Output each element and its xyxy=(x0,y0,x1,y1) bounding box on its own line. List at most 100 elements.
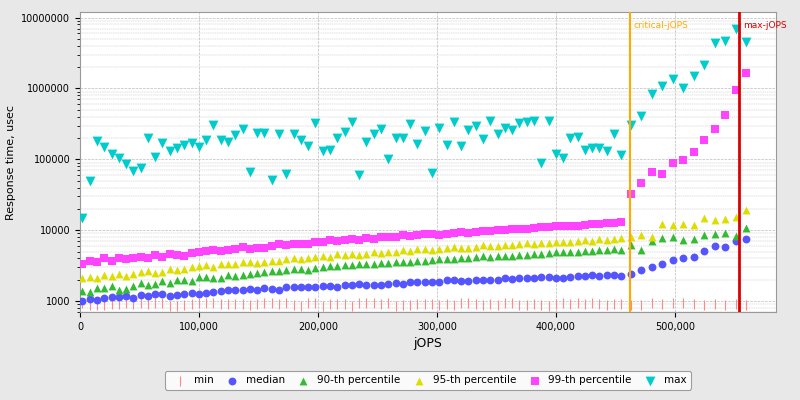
95-th percentile xyxy=(433,246,446,252)
99-th percentile xyxy=(360,235,373,242)
median xyxy=(222,287,234,294)
99-th percentile xyxy=(105,258,118,264)
90-th percentile xyxy=(635,247,648,253)
95-th percentile xyxy=(273,258,286,264)
90-th percentile xyxy=(266,267,278,274)
X-axis label: jOPS: jOPS xyxy=(414,337,442,350)
99-th percentile xyxy=(134,254,147,260)
90-th percentile xyxy=(338,262,351,268)
99-th percentile xyxy=(374,234,387,240)
90-th percentile xyxy=(287,266,300,272)
95-th percentile xyxy=(229,260,242,267)
median xyxy=(719,244,732,250)
99-th percentile xyxy=(389,234,402,240)
90-th percentile xyxy=(389,258,402,265)
90-th percentile xyxy=(698,232,710,238)
min xyxy=(207,300,220,306)
min xyxy=(484,301,497,308)
99-th percentile xyxy=(214,248,227,254)
min xyxy=(719,302,732,308)
99-th percentile xyxy=(250,245,263,252)
90-th percentile xyxy=(127,283,140,290)
min xyxy=(513,302,526,308)
Text: critical-jOPS: critical-jOPS xyxy=(634,21,688,30)
min xyxy=(404,302,417,308)
max xyxy=(586,145,598,152)
min xyxy=(454,300,467,306)
95-th percentile xyxy=(586,237,598,244)
median xyxy=(200,290,213,296)
90-th percentile xyxy=(331,263,344,270)
max xyxy=(571,134,584,140)
max xyxy=(236,125,249,132)
95-th percentile xyxy=(309,254,322,260)
min xyxy=(389,302,402,309)
99-th percentile xyxy=(331,238,344,244)
median xyxy=(433,279,446,286)
95-th percentile xyxy=(440,245,453,251)
99-th percentile xyxy=(149,252,162,258)
max xyxy=(397,135,410,141)
Text: max-jOPS: max-jOPS xyxy=(742,21,786,30)
99-th percentile xyxy=(740,69,753,76)
90-th percentile xyxy=(353,261,366,268)
95-th percentile xyxy=(615,235,628,242)
90-th percentile xyxy=(273,268,286,274)
max xyxy=(214,136,227,143)
95-th percentile xyxy=(418,246,431,252)
max xyxy=(200,137,213,143)
99-th percentile xyxy=(656,171,669,177)
90-th percentile xyxy=(156,278,169,284)
99-th percentile xyxy=(677,157,690,163)
median xyxy=(367,282,380,288)
min xyxy=(134,300,147,307)
max xyxy=(615,152,628,158)
90-th percentile xyxy=(433,256,446,262)
90-th percentile xyxy=(550,249,562,255)
90-th percentile xyxy=(404,258,417,265)
min xyxy=(477,302,490,309)
95-th percentile xyxy=(730,214,742,220)
99-th percentile xyxy=(112,255,125,262)
min xyxy=(338,301,351,307)
max xyxy=(454,143,467,149)
90-th percentile xyxy=(397,259,410,265)
min xyxy=(462,300,474,306)
max xyxy=(178,142,190,149)
90-th percentile xyxy=(506,252,518,259)
95-th percentile xyxy=(120,272,133,279)
min xyxy=(687,301,700,307)
90-th percentile xyxy=(360,260,373,267)
median xyxy=(229,287,242,294)
95-th percentile xyxy=(470,244,482,250)
max xyxy=(677,85,690,91)
max xyxy=(105,150,118,157)
95-th percentile xyxy=(564,238,577,245)
max xyxy=(433,125,446,131)
min xyxy=(200,300,213,306)
99-th percentile xyxy=(418,231,431,238)
95-th percentile xyxy=(200,262,213,268)
max xyxy=(666,76,679,82)
median xyxy=(207,289,220,295)
min xyxy=(382,300,394,306)
min xyxy=(635,302,648,308)
99-th percentile xyxy=(470,229,482,236)
median xyxy=(389,280,402,286)
90-th percentile xyxy=(193,274,206,281)
99-th percentile xyxy=(535,224,548,230)
max xyxy=(324,147,337,154)
min xyxy=(557,300,570,306)
90-th percentile xyxy=(600,247,613,253)
max xyxy=(498,125,511,131)
median xyxy=(105,294,118,300)
min xyxy=(520,302,533,308)
99-th percentile xyxy=(156,254,169,260)
90-th percentile xyxy=(608,246,621,253)
99-th percentile xyxy=(708,125,721,132)
median xyxy=(250,287,263,293)
median xyxy=(557,274,570,281)
median xyxy=(404,279,417,286)
max xyxy=(280,171,293,177)
min xyxy=(178,302,190,308)
